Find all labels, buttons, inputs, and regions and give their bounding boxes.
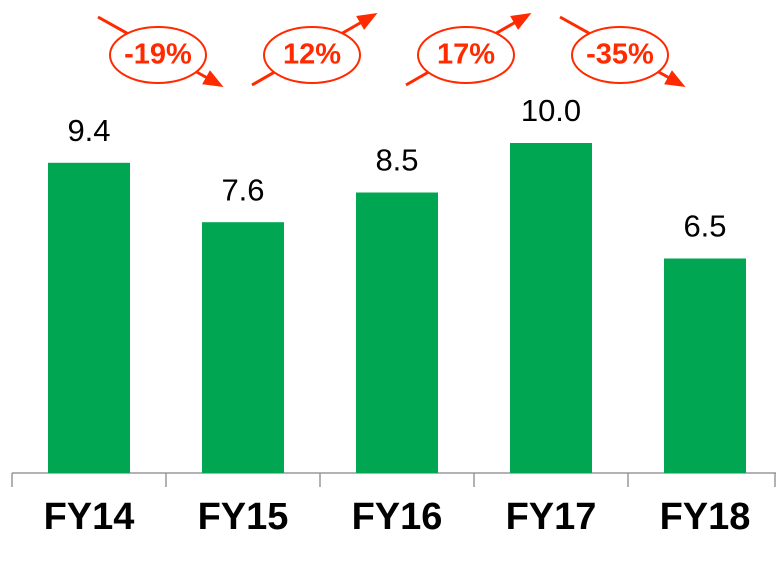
value-label: 6.5 — [683, 209, 726, 244]
bar — [510, 143, 592, 473]
arrow-head — [356, 13, 378, 30]
annotation: -19% — [124, 39, 192, 71]
value-label: 8.5 — [375, 143, 418, 178]
bar — [356, 192, 438, 473]
annotation-bubble — [263, 26, 361, 84]
arrow-head — [510, 13, 532, 30]
x-tick-label: FY14 — [44, 496, 135, 538]
arrow-head — [664, 70, 686, 87]
value-label: 9.4 — [67, 113, 110, 148]
value-label: 7.6 — [221, 172, 264, 207]
annotation-bubble — [571, 26, 669, 84]
annotation: 12% — [283, 39, 341, 71]
annotation: 17% — [437, 39, 495, 71]
x-tick-label: FY17 — [506, 496, 597, 538]
bar — [48, 162, 130, 474]
annotation-bubble — [109, 26, 207, 84]
bar — [202, 222, 284, 473]
annotation: -35% — [586, 39, 654, 71]
annotation-bubble — [417, 26, 515, 84]
bar — [664, 258, 746, 473]
value-label: 10.0 — [521, 93, 581, 128]
x-tick-label: FY16 — [352, 496, 443, 538]
arrow-head — [202, 70, 224, 87]
x-tick-label: FY15 — [198, 496, 289, 538]
x-tick-label: FY18 — [660, 496, 751, 538]
